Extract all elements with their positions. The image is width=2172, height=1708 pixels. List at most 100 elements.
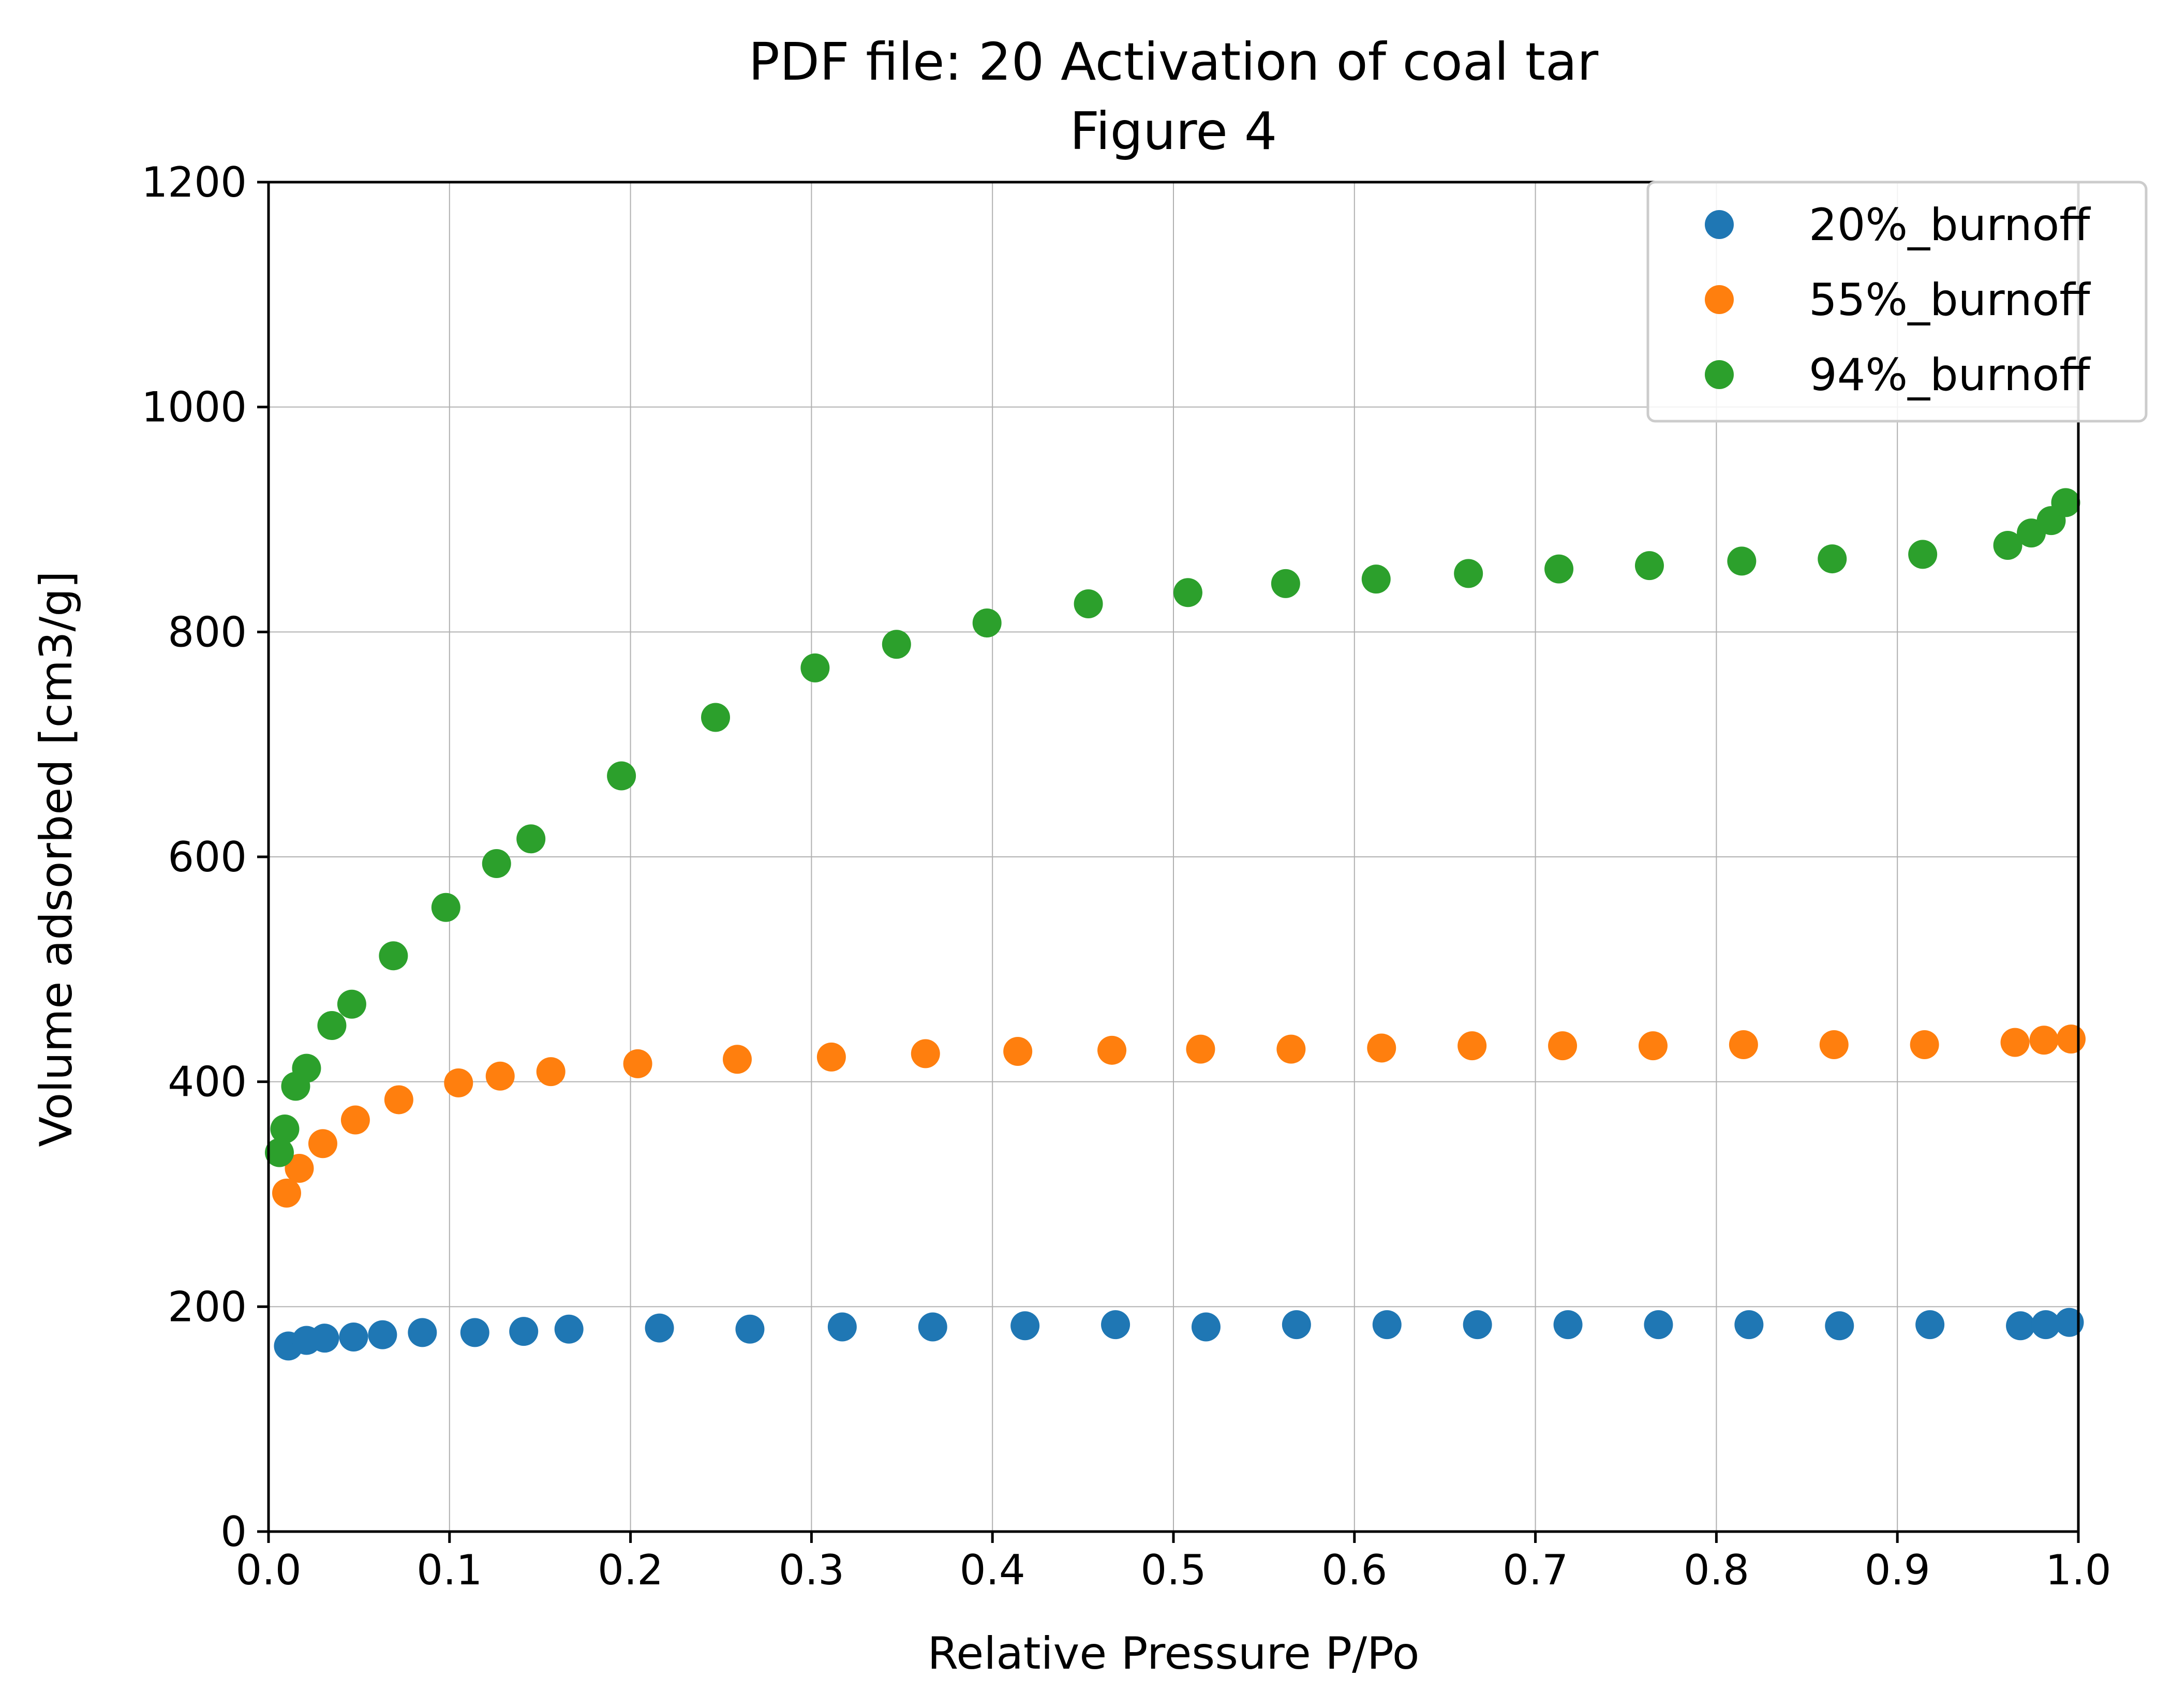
chart-title: PDF file: 20 Activation of coal tar <box>749 32 1599 92</box>
y-tick-label: 800 <box>168 608 247 656</box>
data-point <box>1186 1034 1215 1064</box>
data-point <box>308 1129 337 1159</box>
legend: 20%_burnoff 55%_burnoff 94%_burnoff <box>1646 181 2148 423</box>
data-point <box>1908 540 1938 569</box>
data-point <box>918 1312 947 1342</box>
data-point <box>1734 1310 1764 1340</box>
data-point <box>1910 1030 1939 1059</box>
data-point <box>431 893 460 922</box>
data-point <box>264 1138 294 1167</box>
data-point <box>1074 589 1103 618</box>
x-tick-label: 0.4 <box>960 1546 1025 1594</box>
x-tick-label: 0.2 <box>598 1546 663 1594</box>
data-point <box>1544 554 1574 584</box>
legend-marker <box>1705 285 1734 314</box>
data-points <box>264 488 2086 1361</box>
data-point <box>2055 1308 2084 1337</box>
data-point <box>444 1068 473 1097</box>
data-point <box>972 608 1002 637</box>
x-tick-label: 0.1 <box>416 1546 482 1594</box>
data-point <box>1638 1031 1668 1061</box>
data-point <box>536 1057 566 1087</box>
legend-marker <box>1705 360 1734 389</box>
data-point <box>607 761 636 791</box>
data-point <box>1367 1033 1396 1063</box>
x-axis-label: Relative Pressure P/Po <box>928 1628 1420 1680</box>
data-point <box>911 1039 940 1068</box>
data-point <box>317 1011 347 1040</box>
data-point <box>554 1314 584 1344</box>
legend-label: 55%_burnoff <box>1809 274 2091 326</box>
data-point <box>2051 488 2080 517</box>
data-point <box>1271 569 1300 598</box>
data-point <box>379 941 408 971</box>
y-tick-label: 400 <box>168 1058 247 1106</box>
data-point <box>509 1317 539 1346</box>
data-point <box>1634 551 1664 581</box>
data-point <box>368 1320 397 1349</box>
data-point <box>460 1318 489 1347</box>
data-point <box>1915 1310 1945 1340</box>
data-point <box>310 1324 339 1353</box>
data-point <box>482 849 511 879</box>
data-point <box>623 1049 652 1078</box>
tick-labels: 0.0 0.1 0.2 0.3 0.4 0.5 0.6 0.7 0.8 0.9 1.0 0 200 400… <box>141 158 2111 1594</box>
data-point <box>1003 1036 1033 1066</box>
data-point <box>1727 546 1757 576</box>
data-point <box>2057 1024 2086 1054</box>
data-point <box>1644 1310 1673 1340</box>
legend-box <box>1646 181 2148 423</box>
legend-label: 94%_burnoff <box>1809 349 2091 401</box>
series-94%_burnoff <box>264 488 2080 1167</box>
data-point <box>337 989 366 1019</box>
y-tick-label: 1200 <box>141 158 247 206</box>
data-point <box>1191 1312 1221 1342</box>
x-tick-label: 0.3 <box>779 1546 844 1594</box>
data-point <box>1361 565 1391 594</box>
series-20%_burnoff <box>274 1308 2084 1361</box>
data-point <box>339 1323 368 1352</box>
data-point <box>722 1045 752 1074</box>
plot-frame <box>267 181 2080 1533</box>
data-point <box>827 1312 857 1342</box>
chart-subtitle: Figure 4 <box>1070 101 1277 161</box>
x-tick-label: 0.5 <box>1140 1546 1206 1594</box>
data-point <box>1825 1311 1854 1341</box>
data-point <box>800 653 830 682</box>
axes <box>257 181 2080 1543</box>
data-point <box>2000 1028 2030 1057</box>
data-point <box>270 1114 300 1143</box>
y-tick-label: 600 <box>168 833 247 881</box>
data-point <box>1818 544 1847 574</box>
x-tick-label: 0.8 <box>1684 1546 1749 1594</box>
data-point <box>1276 1034 1306 1064</box>
data-point <box>2029 1026 2059 1055</box>
data-point <box>516 824 546 854</box>
series-55%_burnoff <box>272 1024 2086 1208</box>
data-point <box>292 1053 321 1083</box>
data-point <box>2006 1311 2035 1341</box>
data-point <box>1282 1310 1311 1340</box>
legend-marker <box>1705 210 1734 239</box>
data-point <box>1097 1035 1127 1065</box>
y-axis-label: Volume adsorbed [cm3/g] <box>31 571 82 1147</box>
x-tick-label: 0.6 <box>1321 1546 1387 1594</box>
data-point <box>1010 1311 1040 1341</box>
data-point <box>1372 1310 1402 1340</box>
data-point <box>1457 1031 1487 1061</box>
x-tick-label: 0.9 <box>1865 1546 1930 1594</box>
data-point <box>272 1178 301 1208</box>
y-tick-label: 1000 <box>141 383 247 432</box>
data-point <box>1819 1030 1849 1059</box>
data-point <box>1463 1310 1492 1340</box>
data-point <box>816 1042 846 1072</box>
data-point <box>485 1061 515 1091</box>
data-point <box>285 1154 314 1183</box>
data-point <box>645 1313 674 1343</box>
data-point <box>1553 1310 1583 1340</box>
data-point <box>408 1318 437 1347</box>
y-tick-label: 0 <box>220 1508 247 1556</box>
y-tick-label: 200 <box>168 1283 247 1331</box>
data-point <box>1729 1030 1758 1059</box>
